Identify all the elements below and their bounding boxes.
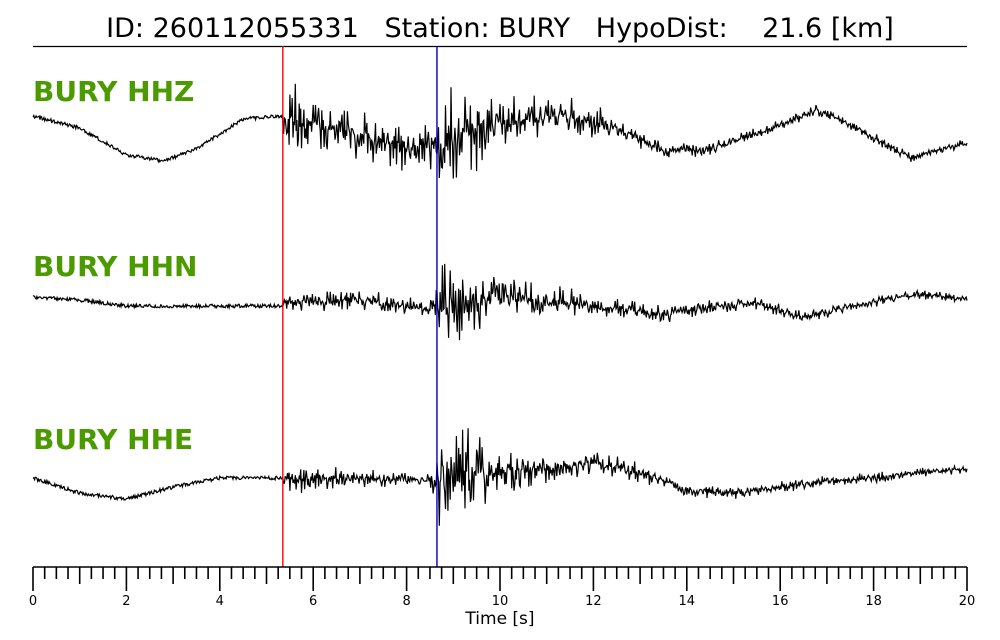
title-id-label: ID:	[106, 13, 144, 44]
trace-label: BURY HHE	[33, 423, 193, 456]
title-station-value: BURY	[498, 13, 570, 44]
x-tick-label: 2	[122, 594, 130, 609]
trace-line	[32, 428, 968, 526]
x-axis-label: Time [s]	[464, 609, 534, 629]
chart-title: ID: 260112055331 Station: BURY HypoDist:…	[106, 13, 894, 44]
x-tick-label: 16	[772, 594, 789, 609]
trace-label: BURY HHZ	[33, 75, 194, 108]
title-dist-value: 21.6	[762, 13, 822, 44]
trace-line	[32, 263, 968, 341]
title-id-value: 260112055331	[153, 13, 359, 44]
trace-line	[32, 83, 968, 179]
x-tick-label: 10	[492, 594, 509, 609]
x-tick-label: 8	[402, 594, 410, 609]
x-tick-label: 18	[865, 594, 882, 609]
x-tick-label: 4	[216, 594, 224, 609]
trace-label: BURY HHN	[33, 250, 197, 283]
title-station-label: Station:	[385, 13, 490, 44]
x-axis: 0 2 4 6 8 10 12 14 16 18 20 Time [s]	[29, 566, 975, 629]
x-tick-label: 0	[29, 594, 37, 609]
traces-layer	[32, 83, 968, 526]
x-tick-label: 12	[585, 594, 602, 609]
x-tick-label: 20	[959, 594, 976, 609]
title-dist-unit: [km]	[831, 13, 894, 44]
x-tick-label: 6	[309, 594, 317, 609]
picks-layer	[282, 46, 438, 567]
trace-labels-layer: BURY HHZ BURY HHN BURY HHE	[33, 75, 197, 456]
x-tick-label: 14	[679, 594, 696, 609]
x-ticks: 0 2 4 6 8 10 12 14 16 18 20	[29, 567, 975, 609]
title-dist-label: HypoDist:	[596, 13, 728, 44]
